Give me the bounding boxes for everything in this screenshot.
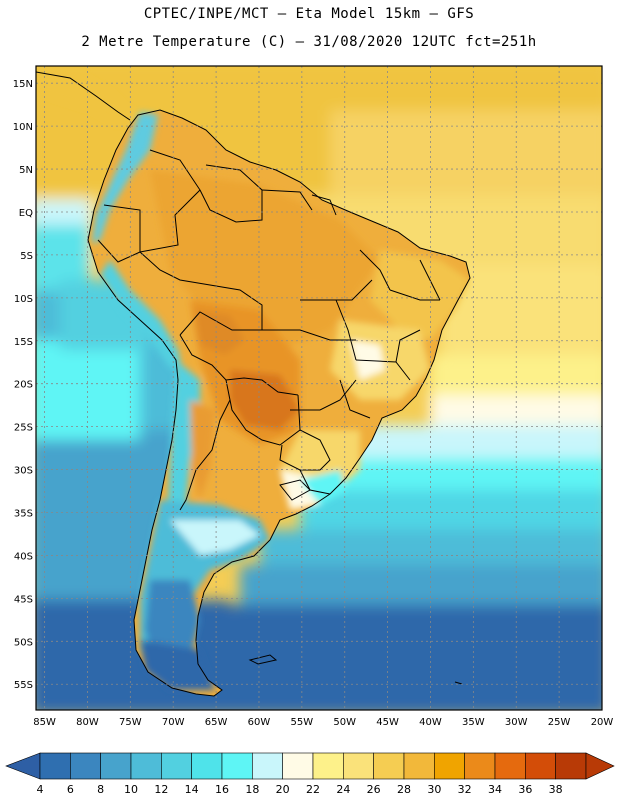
colorbar-swatch [403, 752, 435, 780]
colorbar-label: 6 [67, 783, 74, 796]
colorbar-label: 26 [367, 783, 381, 796]
colorbar-swatch [312, 752, 344, 780]
colorbar-swatch [373, 752, 405, 780]
lat-tick-label: 45S [14, 594, 33, 605]
lon-tick-label: 85W [33, 717, 56, 728]
colorbar-swatch [161, 752, 192, 780]
lon-tick-label: 50W [333, 717, 356, 728]
chart-title-line1: CPTEC/INPE/MCT – Eta Model 15km – GFS [143, 6, 475, 22]
lon-tick-label: 40W [419, 717, 442, 728]
lon-tick-label: 65W [205, 717, 228, 728]
lat-tick-label: 10S [14, 294, 33, 305]
colorbar-label: 12 [154, 783, 168, 796]
latitude-labels: 15N 10N 5N EQ 5S 10S 15S 20S 25S 30S 35S 40S 45S 50S 5… [13, 79, 33, 691]
lon-tick-label: 70W [162, 717, 185, 728]
colorbar-swatch [343, 752, 374, 780]
lat-tick-label: 20S [14, 380, 33, 391]
colorbar-label: 24 [336, 783, 350, 796]
colorbar-label: 8 [97, 783, 104, 796]
colorbar-swatch [494, 752, 526, 780]
temperature-field [36, 66, 602, 710]
colorbar-label: 30 [427, 783, 441, 796]
colorbar: 4 6 8 10 12 14 16 18 20 22 24 26 28 30 32 34 36 38 [5, 752, 615, 796]
map-frame [35, 65, 603, 711]
lat-tick-label: 55S [14, 680, 33, 691]
colorbar-label: 38 [549, 783, 563, 796]
colorbar-label: 32 [458, 783, 472, 796]
lat-tick-label: 50S [14, 637, 33, 648]
lon-tick-label: 80W [76, 717, 99, 728]
longitude-labels: 85W 80W 75W 70W 65W 60W 55W 50W 45W 40W 35W 30W 25W 2… [33, 717, 613, 728]
colorbar-swatch [252, 752, 283, 780]
colorbar-label: 16 [215, 783, 229, 796]
lon-tick-label: 60W [248, 717, 271, 728]
colorbar-swatch [434, 752, 465, 780]
colorbar-swatch [555, 752, 587, 780]
colorbar-low-arrow [5, 752, 41, 780]
colorbar-label: 36 [518, 783, 532, 796]
colorbar-swatch [130, 752, 162, 780]
chart-title-line2: 2 Metre Temperature (C) – 31/08/2020 12U… [81, 34, 537, 50]
lat-tick-label: 5N [19, 165, 33, 176]
colorbar-swatch [191, 752, 223, 780]
colorbar-swatch [100, 752, 132, 780]
colorbar-high-arrow [585, 752, 615, 780]
colorbar-swatch [70, 752, 101, 780]
lon-tick-label: 35W [462, 717, 485, 728]
colorbar-label: 34 [488, 783, 502, 796]
colorbar-label: 28 [397, 783, 411, 796]
lon-tick-label: 45W [376, 717, 399, 728]
colorbar-label: 18 [245, 783, 259, 796]
colorbar-label: 22 [306, 783, 320, 796]
lon-tick-label: 20W [591, 717, 614, 728]
lat-tick-label: 15S [14, 337, 33, 348]
lat-tick-label: 40S [14, 551, 33, 562]
colorbar-swatch [525, 752, 556, 780]
lat-tick-label: 15N [13, 79, 33, 90]
lon-tick-label: 25W [548, 717, 571, 728]
colorbar-label: 10 [124, 783, 138, 796]
lat-tick-label: 10N [13, 122, 33, 133]
colorbar-swatch [39, 752, 71, 780]
lon-tick-label: 30W [505, 717, 528, 728]
colorbar-swatch [221, 752, 253, 780]
lat-tick-label: 35S [14, 509, 33, 520]
colorbar-swatch [282, 752, 314, 780]
colorbar-swatch [464, 752, 496, 780]
lat-tick-label: 5S [20, 251, 33, 262]
lat-tick-label: EQ [19, 208, 33, 219]
colorbar-label: 14 [185, 783, 199, 796]
lat-tick-label: 25S [14, 423, 33, 434]
colorbar-label: 20 [276, 783, 290, 796]
colorbar-label: 4 [37, 783, 44, 796]
graticule [36, 66, 602, 710]
lon-tick-label: 75W [119, 717, 142, 728]
lon-tick-label: 55W [291, 717, 314, 728]
lat-tick-label: 30S [14, 466, 33, 477]
